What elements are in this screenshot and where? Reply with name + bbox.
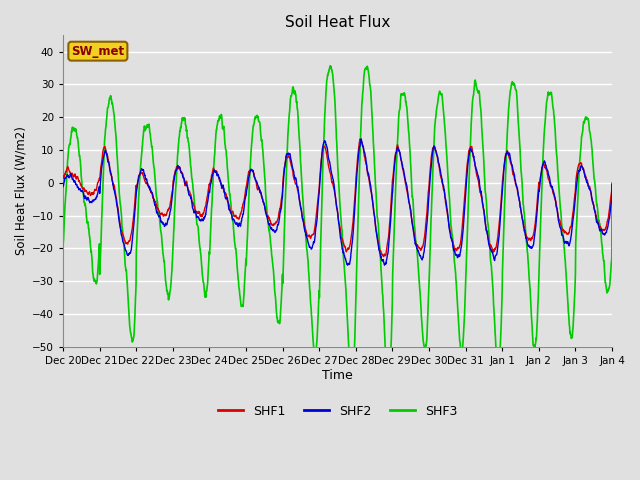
Legend: SHF1, SHF2, SHF3: SHF1, SHF2, SHF3 xyxy=(212,400,462,423)
Title: Soil Heat Flux: Soil Heat Flux xyxy=(285,15,390,30)
Y-axis label: Soil Heat Flux (W/m2): Soil Heat Flux (W/m2) xyxy=(15,127,28,255)
Text: SW_met: SW_met xyxy=(71,45,124,58)
X-axis label: Time: Time xyxy=(322,369,353,382)
